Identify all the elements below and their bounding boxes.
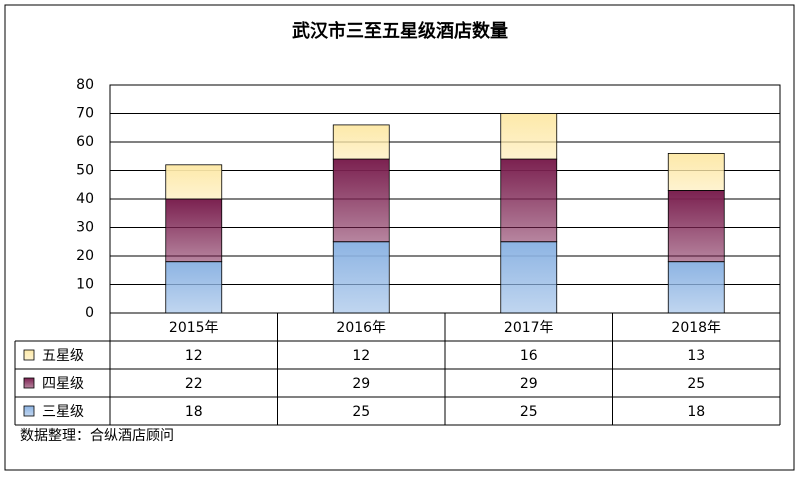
legend-swatch (23, 349, 35, 361)
x-tick-label: 2015年 (169, 320, 219, 336)
bar-segment (165, 198, 223, 263)
table-value: 12 (185, 348, 203, 364)
source-note: 数据整理：合纵酒店顾问 (20, 428, 174, 444)
bar-segment (332, 158, 390, 243)
bar-segment (500, 113, 558, 160)
y-tick-label: 70 (76, 106, 94, 122)
bar-segment (165, 261, 223, 314)
legend-label: 三星级 (42, 404, 84, 420)
y-tick-label: 60 (76, 134, 94, 150)
bar-segment (500, 158, 558, 243)
legend-label: 四星级 (42, 376, 84, 392)
table-value: 25 (520, 404, 538, 420)
y-tick-label: 80 (76, 77, 94, 93)
table-value: 29 (520, 376, 538, 392)
table-value: 16 (520, 348, 538, 364)
bar-segment (332, 241, 390, 314)
chart-title: 武汉市三至五星级酒店数量 (292, 20, 508, 42)
bar-segment (332, 124, 390, 160)
y-tick-label: 40 (76, 191, 94, 207)
bar-segment (500, 241, 558, 314)
table-value: 13 (687, 348, 705, 364)
table-value: 22 (185, 376, 203, 392)
table-value: 18 (185, 404, 203, 420)
y-tick-label: 50 (76, 163, 94, 179)
bar-segment (165, 164, 223, 200)
table-value: 25 (687, 376, 705, 392)
y-tick-label: 10 (76, 277, 94, 293)
bar-segment (667, 152, 725, 191)
bar-segment (667, 261, 725, 314)
table-value: 25 (352, 404, 370, 420)
legend-label: 五星级 (42, 348, 84, 364)
x-tick-label: 2016年 (336, 320, 386, 336)
x-tick-label: 2017年 (504, 320, 554, 336)
table-value: 18 (687, 404, 705, 420)
y-tick-label: 20 (76, 248, 94, 264)
bar-segment (667, 190, 725, 263)
legend-swatch (23, 377, 35, 389)
x-tick-label: 2018年 (671, 320, 721, 336)
table-value: 12 (352, 348, 370, 364)
legend-swatch (23, 405, 35, 417)
y-tick-label: 0 (85, 305, 94, 321)
table-value: 29 (352, 376, 370, 392)
y-tick-label: 30 (76, 220, 94, 236)
